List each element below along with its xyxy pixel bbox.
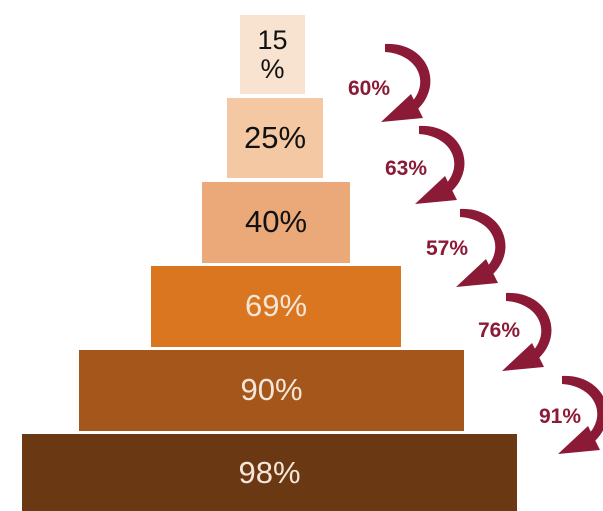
conversion-rate-1: 60% — [348, 77, 391, 100]
conversion-rate-4: 76% — [478, 319, 521, 342]
pyramid-tier-1-label: 15 % — [257, 25, 288, 84]
curved-arrow-5-body — [562, 375, 603, 442]
pyramid-tier-4: 69% — [151, 266, 401, 347]
pyramid-tier-6-label: 98% — [238, 454, 301, 490]
curved-arrow-4-head — [502, 343, 544, 371]
pyramid-tier-5-label: 90% — [240, 372, 303, 408]
pyramid-tier-5: 90% — [79, 350, 464, 431]
pyramid-tier-4-label: 69% — [244, 288, 308, 324]
pyramid-tier-2-label: 25% — [243, 119, 307, 155]
conversion-rate-5: 91% — [539, 405, 582, 428]
conversion-rate-3: 57% — [426, 237, 469, 260]
conversion-rate-2: 63% — [385, 157, 428, 180]
curved-arrow-2-head — [415, 176, 457, 204]
curved-arrow-3-body — [460, 208, 506, 275]
curved-arrow-3-head — [456, 259, 498, 287]
curved-arrow-1 — [381, 43, 431, 122]
curved-arrow-4-body — [506, 292, 552, 359]
curved-arrow-2-body — [419, 125, 465, 192]
pyramid-tier-3-label: 40% — [244, 204, 308, 240]
curved-arrow-4 — [502, 292, 552, 371]
pyramid-tier-1: 15 % — [240, 15, 305, 94]
curved-arrow-1-head — [381, 94, 423, 122]
curved-arrow-3 — [456, 208, 506, 287]
curved-arrow-5 — [558, 375, 603, 454]
curved-arrow-2 — [415, 125, 465, 204]
pyramid-tier-2: 25% — [227, 98, 323, 178]
curved-arrow-1-body — [385, 43, 431, 111]
pyramid-tier-3: 40% — [202, 182, 350, 263]
pyramid-tier-6: 98% — [22, 434, 517, 511]
curved-arrow-5-head — [558, 426, 600, 454]
